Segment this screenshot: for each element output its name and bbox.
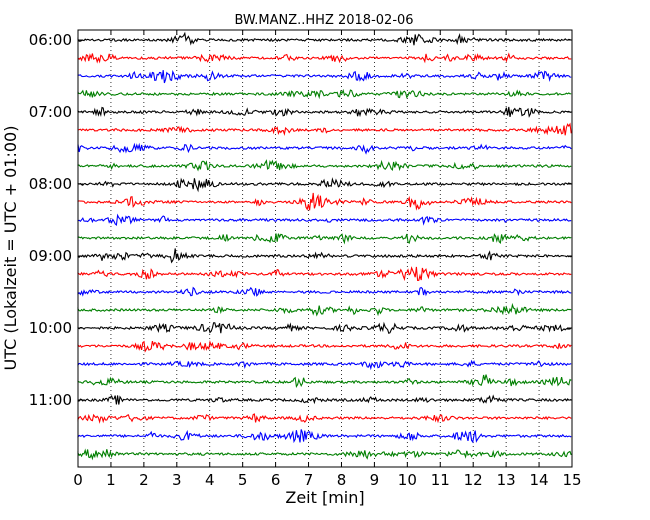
- x-tick-label: 2: [139, 471, 149, 489]
- trace-line: [77, 52, 572, 64]
- trace-line: [77, 88, 572, 100]
- x-axis-label: Zeit [min]: [285, 488, 364, 507]
- trace-line: [77, 266, 572, 282]
- trace-line: [77, 340, 572, 353]
- x-tick-label: 6: [271, 471, 281, 489]
- trace-line: [77, 448, 572, 461]
- trace-line: [77, 213, 572, 227]
- x-tick-label: 13: [497, 471, 516, 489]
- x-tick-label: 10: [398, 471, 417, 489]
- x-tick-label: 11: [431, 471, 450, 489]
- x-tick-label: 7: [304, 471, 314, 489]
- trace-line: [77, 122, 572, 136]
- plot-frame: [77, 29, 573, 468]
- trace-line: [77, 233, 572, 245]
- y-tick-label: 09:00: [29, 247, 72, 265]
- trace-line: [77, 302, 572, 317]
- chart-title: BW.MANZ..HHZ 2018-02-06: [234, 13, 413, 28]
- y-tick-label: 11:00: [29, 391, 72, 409]
- y-tick-label: 10:00: [29, 319, 72, 337]
- x-tick-label: 14: [530, 471, 549, 489]
- trace-line: [77, 286, 572, 297]
- trace-line: [77, 106, 572, 118]
- y-tick-label: 06:00: [29, 31, 72, 49]
- trace-line: [77, 192, 572, 211]
- x-tick-label: 3: [172, 471, 182, 489]
- trace-line: [77, 69, 572, 84]
- trace-line: [77, 177, 572, 193]
- trace-line: [77, 413, 572, 424]
- y-axis-label: UTC (Lokalzeit = UTC + 01:00): [1, 126, 20, 371]
- x-tick-label: 1: [106, 471, 116, 489]
- y-tick-label: 08:00: [29, 175, 72, 193]
- trace-line: [77, 394, 572, 405]
- x-tick-label: 9: [370, 471, 380, 489]
- y-axis-ticks: 06:00 07:00 08:00 09:00 10:00 11:00: [29, 31, 572, 409]
- x-tick-label: 15: [562, 471, 581, 489]
- trace-line: [77, 374, 572, 389]
- minute-grid: [110, 30, 540, 467]
- x-tick-label: 0: [73, 471, 83, 489]
- trace-line: [77, 142, 572, 155]
- seismogram-traces: [77, 31, 572, 461]
- x-tick-label: 4: [205, 471, 215, 489]
- trace-line: [77, 248, 572, 264]
- x-axis-ticks: 0 1 2 3 4 5 6 7 8 9 10 11 12 13 14 15: [73, 30, 582, 489]
- trace-line: [77, 31, 572, 46]
- trace-line: [77, 159, 572, 172]
- x-tick-label: 5: [238, 471, 248, 489]
- x-tick-label: 12: [464, 471, 483, 489]
- trace-line: [77, 321, 572, 334]
- x-tick-label: 8: [337, 471, 347, 489]
- trace-line: [77, 359, 572, 371]
- trace-line: [77, 429, 572, 444]
- y-tick-label: 07:00: [29, 103, 72, 121]
